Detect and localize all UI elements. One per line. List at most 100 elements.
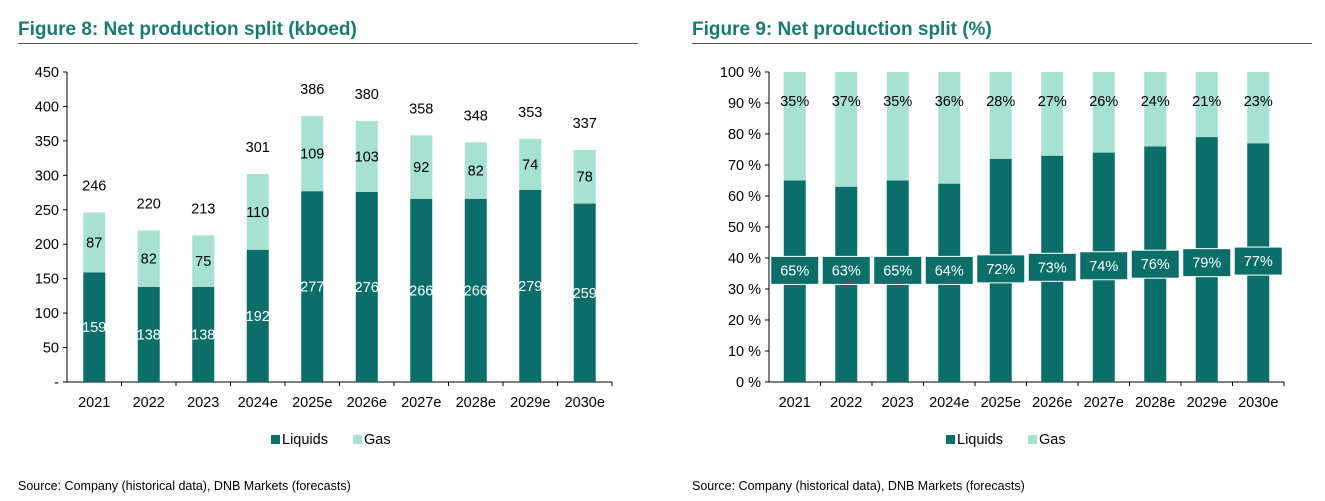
legend-label-gas: Gas: [1039, 432, 1066, 448]
figure-8-title: Figure 8: Net production split (kboed): [18, 19, 357, 40]
x-tick-label: 2030e: [1238, 395, 1278, 411]
bar-gas: [83, 212, 106, 273]
bar-liquids: [464, 198, 487, 382]
data-label-gas: 92: [413, 160, 429, 176]
data-label-liquids: 266: [464, 283, 488, 299]
legend-label-liquids: Liquids: [282, 432, 328, 448]
bar-gas: [1041, 72, 1064, 156]
data-label-liquids-box: [1182, 248, 1232, 278]
data-label-liquids: 65%: [883, 263, 912, 279]
y-tick-label: 200: [35, 237, 59, 253]
data-label-gas: 23%: [1244, 94, 1273, 110]
data-label-liquids: 79%: [1192, 256, 1221, 272]
x-tick-label: 2025e: [981, 395, 1021, 411]
data-label-liquids: 74%: [1089, 259, 1118, 275]
data-label-gas: 74: [522, 157, 538, 173]
data-label-total: 220: [137, 196, 161, 212]
x-tick-label: 2024e: [238, 395, 278, 411]
y-tick-label: 300: [35, 168, 59, 184]
x-tick-label: 2022: [830, 395, 862, 411]
bar-gas: [573, 149, 596, 204]
figure-9-chart: 0 % 10 % 20 % 30 % 40 % 50 % 60 % 70 % 80 % 90 % 1…: [720, 65, 1285, 448]
figure-9-title: Figure 9: Net production split (%): [692, 19, 992, 40]
x-tick-label: 2026e: [1032, 395, 1072, 411]
data-label-liquids-box: [770, 255, 820, 285]
data-label-liquids: 192: [246, 309, 270, 325]
data-label-liquids: 63%: [832, 263, 861, 279]
data-label-gas: 87: [86, 236, 102, 252]
legend-label-gas: Gas: [364, 432, 391, 448]
x-tick-label: 2028e: [456, 395, 496, 411]
bar-liquids: [410, 198, 433, 382]
x-tick-label: 2025e: [292, 395, 332, 411]
legend-label-liquids: Liquids: [957, 432, 1003, 448]
bar-gas: [989, 72, 1012, 159]
bar-gas: [783, 72, 806, 181]
data-label-gas: 24%: [1141, 94, 1170, 110]
data-label-liquids: 73%: [1038, 260, 1067, 276]
y-tick-label: 50: [43, 341, 59, 357]
data-label-gas: 110: [246, 205, 269, 221]
y-tick-label: 20 %: [728, 313, 761, 329]
data-label-liquids-box: [976, 254, 1026, 284]
data-label-gas: 82: [468, 164, 484, 180]
x-tick-label: 2021: [78, 395, 110, 411]
data-label-liquids-box: [1233, 246, 1283, 276]
y-tick-label: 70 %: [728, 158, 761, 174]
bar-gas: [1247, 72, 1270, 144]
data-label-liquids: 159: [82, 320, 106, 336]
bar-liquids: [519, 189, 542, 382]
data-label-liquids-box: [821, 255, 871, 285]
figure-8-source: Source: Company (historical data), DNB M…: [18, 479, 351, 493]
x-tick-label: 2026e: [347, 395, 387, 411]
y-tick-label: 30 %: [728, 282, 761, 298]
y-tick-label: 250: [35, 203, 59, 219]
data-label-gas: 35%: [883, 94, 912, 110]
figure-8-panel: Figure 8: Net production split (kboed) -…: [18, 0, 640, 501]
data-label-gas: 27%: [1038, 94, 1067, 110]
bar-liquids: [573, 203, 596, 382]
y-tick-label: 40 %: [728, 251, 761, 267]
data-label-gas: 36%: [935, 94, 964, 110]
y-tick-label: 450: [35, 65, 59, 81]
data-label-liquids-box: [1130, 249, 1180, 279]
figure-8-title-rule: [18, 43, 638, 44]
data-label-gas: 78: [577, 170, 593, 186]
bar-liquids: [83, 272, 106, 382]
y-tick-label: 100: [35, 306, 59, 322]
data-label-total: 380: [355, 87, 379, 103]
bar-gas: [519, 138, 542, 190]
data-label-gas: 103: [355, 149, 379, 165]
legend-swatch-gas: [353, 435, 362, 444]
data-label-liquids-box: [1027, 252, 1077, 282]
data-label-liquids: 277: [300, 280, 324, 296]
data-label-gas: 28%: [986, 94, 1015, 110]
y-tick-label: 80 %: [728, 127, 761, 143]
data-label-gas: 109: [300, 147, 324, 163]
data-label-gas: 35%: [780, 94, 809, 110]
bar-gas: [1092, 72, 1115, 153]
y-tick-label: -: [54, 375, 59, 391]
x-tick-label: 2029e: [510, 395, 550, 411]
x-tick-label: 2023: [187, 395, 219, 411]
bar-gas: [1195, 72, 1218, 138]
y-tick-label: 100 %: [720, 65, 761, 81]
bar-liquids: [137, 286, 160, 382]
data-label-total: 337: [573, 116, 597, 132]
bar-gas: [355, 120, 378, 192]
bar-gas: [410, 135, 433, 199]
x-tick-label: 2023: [882, 395, 914, 411]
bar-gas: [192, 235, 215, 287]
x-tick-label: 2030e: [565, 395, 605, 411]
data-label-liquids: 65%: [780, 263, 809, 279]
y-tick-label: 350: [35, 134, 59, 150]
data-label-gas: 26%: [1089, 94, 1118, 110]
data-label-liquids: 279: [518, 279, 542, 295]
x-tick-label: 2021: [779, 395, 811, 411]
x-tick-label: 2027e: [1084, 395, 1124, 411]
data-label-liquids: 138: [137, 327, 161, 343]
data-label-gas: 21%: [1192, 94, 1221, 110]
bar-gas: [835, 72, 858, 187]
data-label-total: 353: [518, 105, 542, 121]
data-label-total: 213: [191, 201, 215, 217]
